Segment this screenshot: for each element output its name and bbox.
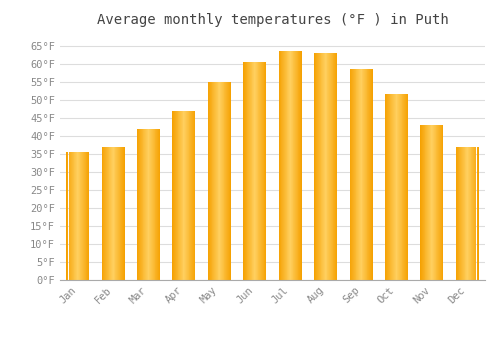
Title: Average monthly temperatures (°F ) in Puth: Average monthly temperatures (°F ) in Pu… — [96, 13, 448, 27]
